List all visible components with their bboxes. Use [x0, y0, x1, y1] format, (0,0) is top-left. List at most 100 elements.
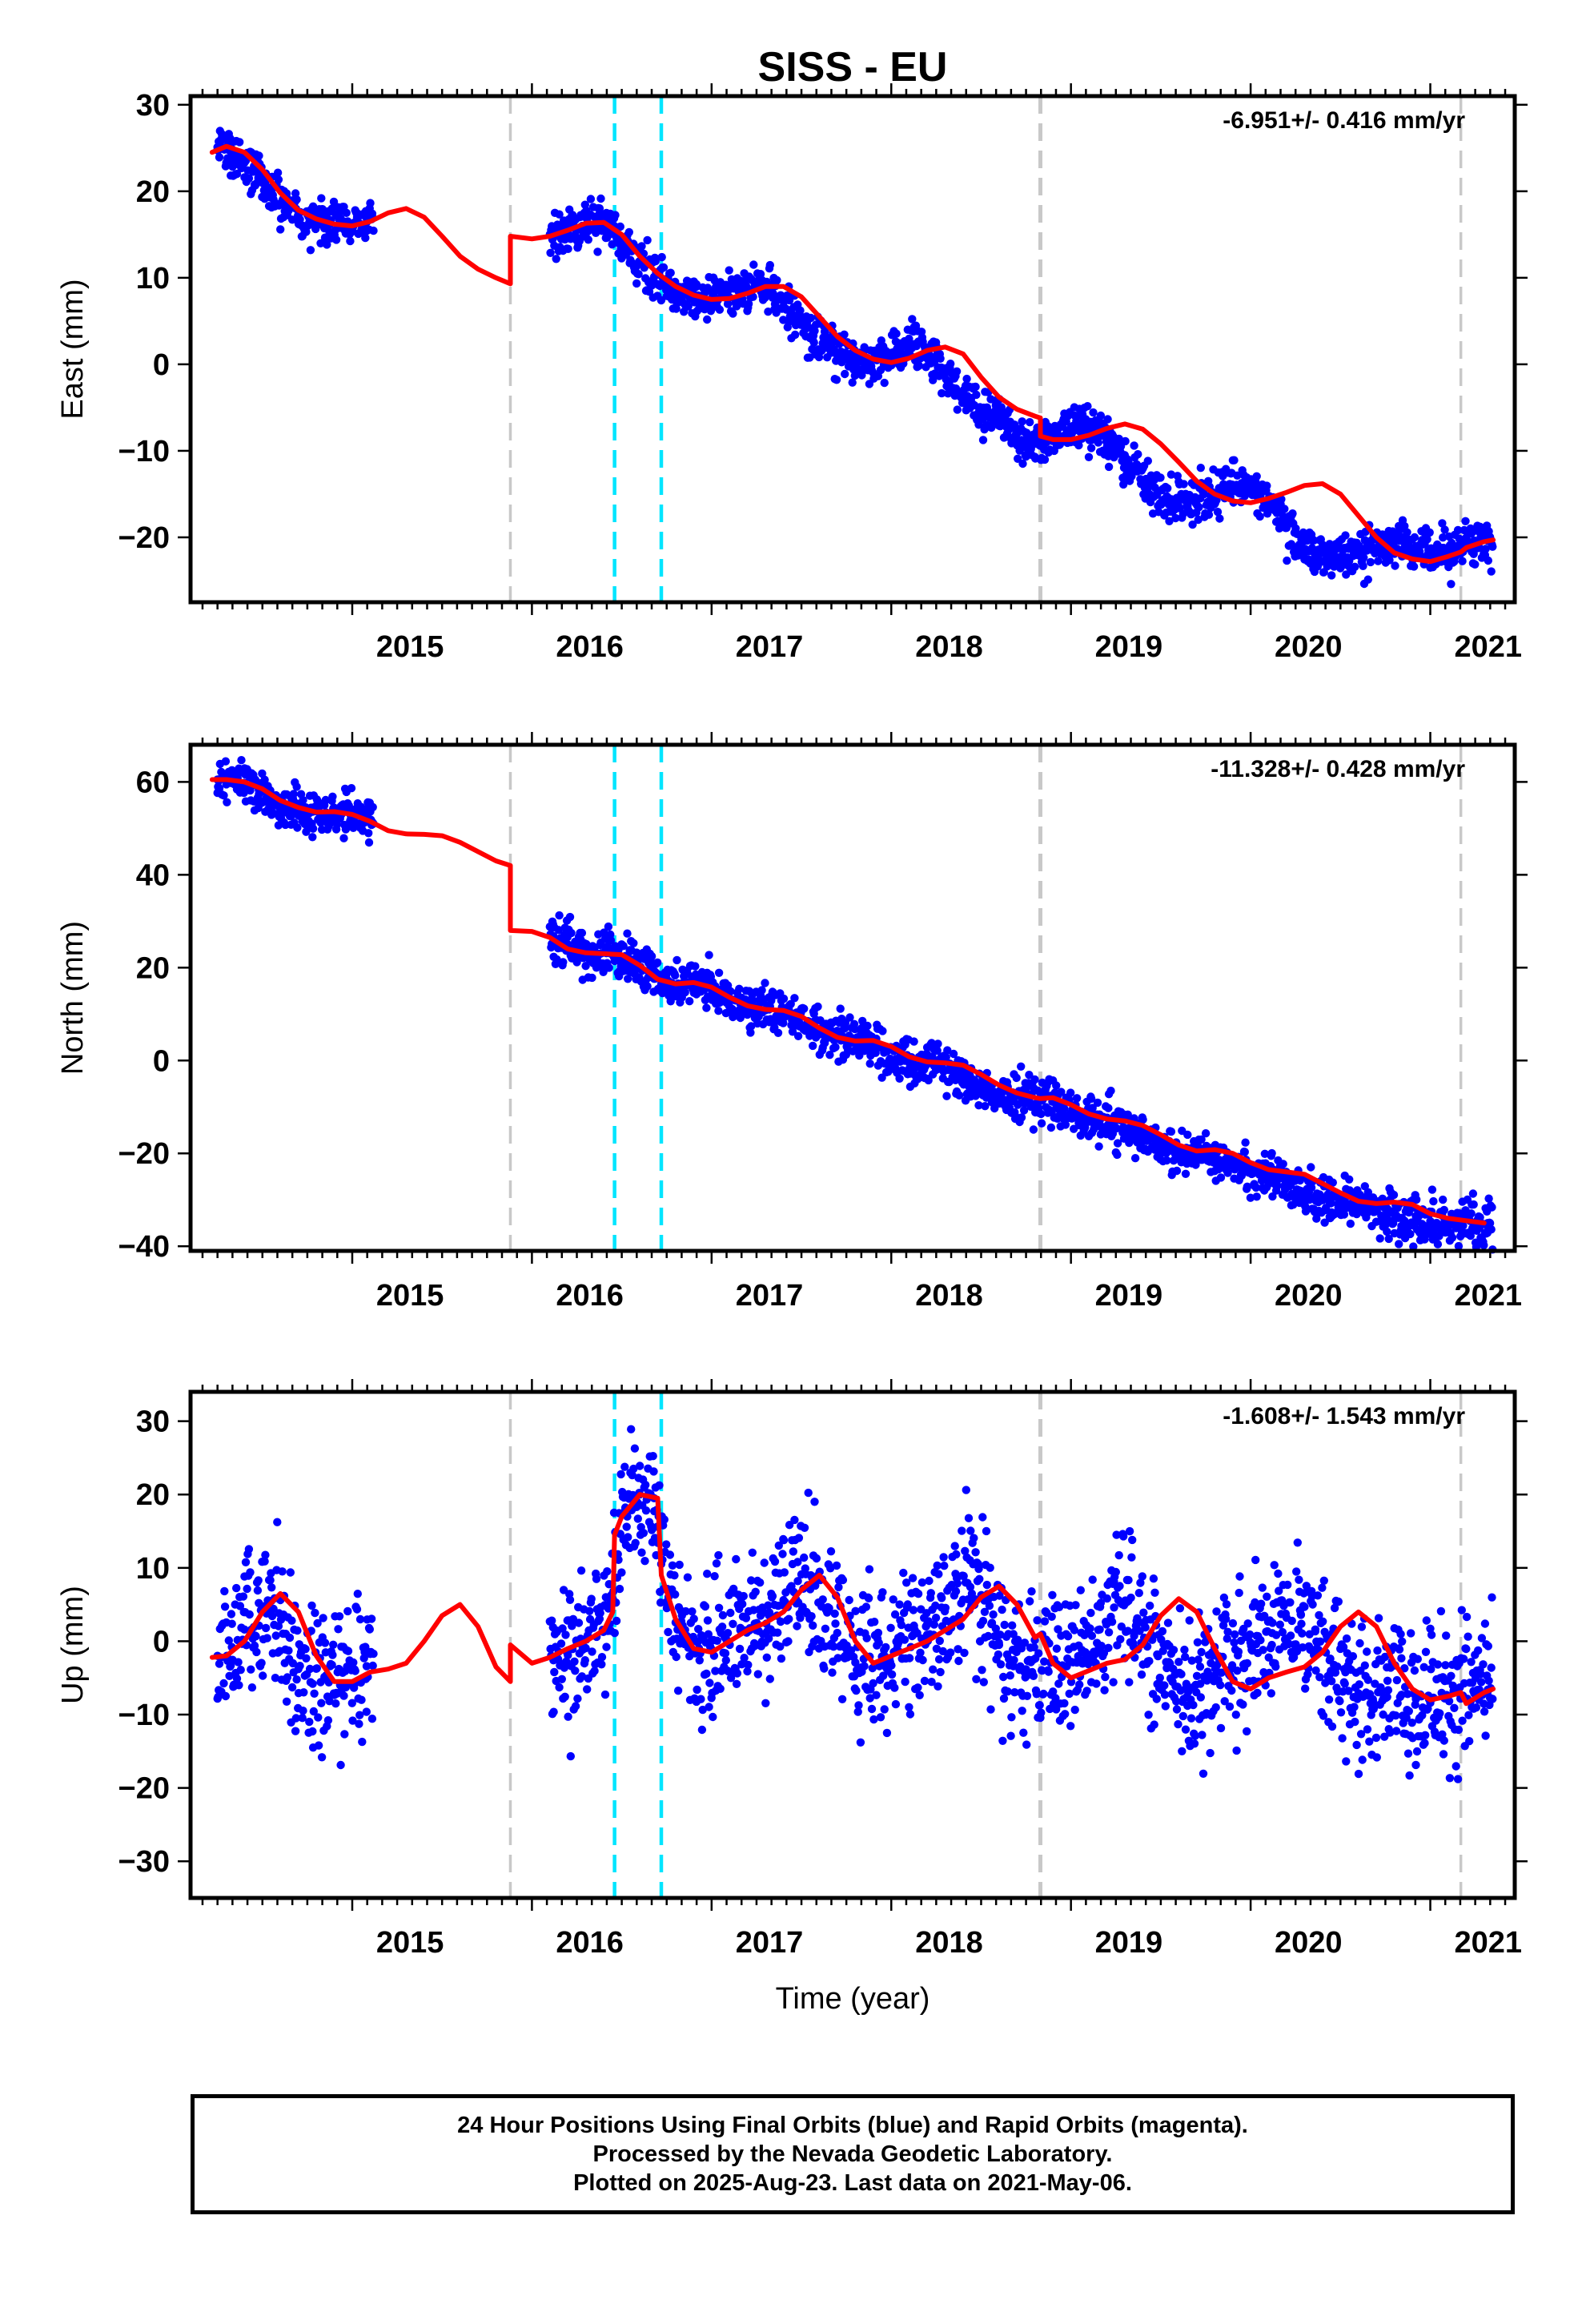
east-data-point: [936, 354, 945, 363]
up-data-point: [314, 1741, 323, 1750]
up-data-point: [323, 1716, 333, 1725]
up-data-point: [908, 1574, 917, 1582]
up-data-point: [891, 1699, 901, 1709]
east-data-point: [744, 300, 753, 308]
up-data-point: [880, 1705, 889, 1714]
east-data-point: [215, 153, 224, 162]
up-data-point: [339, 1691, 348, 1700]
north-data-point: [599, 967, 608, 977]
east-data-point: [1023, 435, 1033, 444]
east-data-point: [1342, 570, 1351, 579]
north-panel: 2015 2016 2017 2018 2019 2020 2021−40−20020406…: [56, 732, 1528, 1313]
north-data-point: [1480, 1240, 1488, 1250]
up-data-point: [895, 1600, 904, 1609]
up-data-point: [253, 1586, 263, 1595]
north-data-point: [735, 984, 744, 994]
up-data-point: [887, 1661, 896, 1670]
up-data-point: [890, 1683, 899, 1692]
north-data-point: [790, 994, 799, 1003]
east-y-tick-label: 30: [136, 89, 170, 123]
east-data-point: [624, 227, 633, 237]
north-data-point: [836, 1004, 845, 1013]
up-data-point: [833, 1628, 842, 1638]
north-data-point: [552, 955, 561, 964]
east-data-point: [1439, 533, 1447, 542]
east-data-point: [1134, 450, 1142, 459]
up-data-point: [334, 1625, 343, 1634]
east-data-point: [729, 309, 737, 318]
up-data-point: [649, 1467, 658, 1476]
east-data-point: [255, 151, 263, 160]
east-data-point: [555, 210, 564, 219]
east-data-point: [1130, 441, 1138, 450]
north-data-point: [604, 963, 613, 972]
east-data-point: [1253, 485, 1263, 494]
east-data-point: [656, 296, 666, 305]
north-data-point: [623, 929, 632, 938]
east-data-point: [1182, 497, 1191, 505]
up-data-point: [251, 1632, 260, 1641]
east-data-point: [908, 343, 917, 352]
east-x-tick-label: 2021: [1454, 630, 1522, 664]
east-data-point: [1267, 504, 1277, 513]
north-data-point: [1216, 1173, 1226, 1182]
north-data-point: [215, 784, 224, 793]
up-data-point: [864, 1594, 873, 1603]
up-data-point: [308, 1727, 317, 1736]
east-data-point: [366, 199, 375, 207]
north-data-point: [671, 971, 680, 980]
up-data-point: [641, 1481, 650, 1490]
north-data-point: [1488, 1203, 1496, 1212]
north-data-point: [1279, 1160, 1287, 1168]
north-plot-frame: [188, 742, 1517, 1253]
east-data-point: [692, 279, 701, 289]
north-data-point: [779, 994, 789, 1003]
north-data-point: [1484, 1194, 1493, 1203]
east-data-point: [592, 228, 600, 237]
east-data-point: [1487, 567, 1496, 576]
east-data-point: [725, 266, 733, 275]
east-y-tick-label: −10: [118, 435, 170, 468]
up-data-point: [697, 1695, 705, 1703]
up-data-point: [838, 1575, 848, 1585]
up-data-point: [560, 1692, 569, 1701]
north-data-point: [344, 801, 353, 810]
east-data-point: [809, 338, 818, 347]
north-data-point: [726, 987, 735, 996]
north-data-point: [895, 1074, 904, 1084]
east-data-point: [320, 233, 330, 242]
east-data-point: [840, 330, 849, 339]
up-data-point: [641, 1506, 651, 1515]
up-data-point: [312, 1664, 321, 1673]
up-data-point: [710, 1572, 719, 1581]
up-data-point: [874, 1638, 883, 1647]
east-data-point: [342, 208, 351, 217]
east-data-point: [1204, 510, 1214, 519]
east-data-point: [1363, 575, 1373, 584]
east-data-point: [1391, 561, 1399, 570]
up-data-point: [909, 1606, 918, 1614]
up-data-point: [266, 1576, 275, 1585]
up-data-point: [818, 1595, 827, 1604]
up-data-point: [362, 1707, 371, 1716]
east-data-point: [1083, 402, 1092, 411]
up-data-point: [357, 1695, 366, 1704]
up-data-point: [867, 1704, 877, 1714]
east-data-point: [1453, 525, 1463, 535]
up-data-point: [236, 1666, 245, 1675]
up-data-point: [555, 1683, 564, 1692]
up-data-point: [311, 1608, 319, 1618]
up-data-point: [243, 1584, 251, 1594]
north-data-point: [289, 790, 298, 798]
up-data-point: [565, 1595, 575, 1605]
up-data-point: [660, 1515, 669, 1524]
up-data-point: [561, 1630, 570, 1639]
east-data-point: [1263, 481, 1271, 490]
east-data-point: [317, 194, 326, 203]
up-data-point: [336, 1760, 345, 1770]
east-data-point: [892, 329, 901, 338]
east-data-point: [331, 235, 341, 244]
east-data-point: [1018, 417, 1026, 426]
up-data-point: [227, 1610, 236, 1618]
up-data-point: [876, 1713, 885, 1722]
